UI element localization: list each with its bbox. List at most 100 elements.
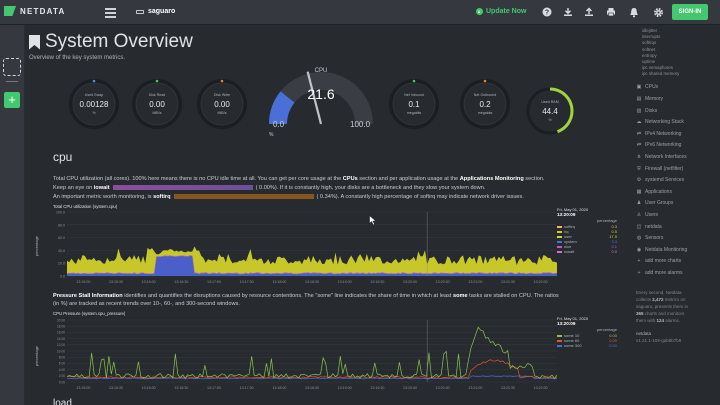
server-icon xyxy=(136,9,144,14)
legend-row[interactable]: iowait 0.0 xyxy=(557,249,617,254)
sidebar-item[interactable]: ⇄ IPv6 Networking xyxy=(636,140,720,152)
legend-value: 3.3 xyxy=(611,239,617,244)
sidebar-item[interactable]: ♟ User Groups xyxy=(636,198,720,210)
users-icon: ♙ xyxy=(636,211,642,218)
cpu-gauge-value: 21.6 xyxy=(307,86,335,102)
sidebar-subitem[interactable]: softnet xyxy=(642,46,656,52)
help-icon[interactable]: ? xyxy=(541,6,553,18)
legend-name: nice xyxy=(564,244,572,249)
sidebar-subitem[interactable]: uptime xyxy=(642,59,656,65)
sidebar-subitem[interactable]: entropy xyxy=(642,52,657,58)
cpu-gauge-max: 100.0 xyxy=(350,120,371,129)
legend-date: Fri, May 01, 2020 xyxy=(557,207,589,212)
add-space-button[interactable]: + xyxy=(4,92,20,108)
netdata-logo[interactable]: NETDATA xyxy=(4,6,65,16)
legend-row[interactable]: softirq 0.3 xyxy=(557,224,617,229)
sidebar-subitem[interactable]: interrupts xyxy=(642,34,661,40)
sidebar-subitem[interactable]: softirqs xyxy=(642,40,657,46)
bell-icon[interactable] xyxy=(628,6,640,18)
sign-in-button[interactable]: SIGN-IN xyxy=(672,4,708,20)
legend-row[interactable]: some 10 0.00 xyxy=(557,333,617,338)
legend-row[interactable]: some 300 0.00 xyxy=(557,343,617,348)
ram-gauge-arc xyxy=(526,87,574,135)
top-bar: NETDATA saguaro Update Now ? SIGN-IN xyxy=(0,0,720,25)
pressure-chart-legend: Fri, May 01, 2020 13:20:09 percentage so… xyxy=(557,316,617,348)
download-icon[interactable] xyxy=(562,6,574,18)
sidebar-item[interactable]: ⚙ systemd Services xyxy=(636,174,720,186)
gauge-indicator xyxy=(92,79,96,83)
user-groups-icon: ♟ xyxy=(636,200,642,207)
sidebar-item[interactable]: ◫ netdata xyxy=(636,221,720,233)
gauge-disk-read[interactable]: Disk Read 0.00 MiB/s xyxy=(131,78,183,130)
update-now-button[interactable]: Update Now xyxy=(476,8,526,15)
cpu-gauge[interactable]: CPU 21.6 0.0 100.0 % xyxy=(264,66,378,140)
gauge-disk-write[interactable]: Disk Write 0.00 MiB/s xyxy=(196,78,248,130)
sidebar-item[interactable]: ▤ Memory xyxy=(636,93,720,105)
legend-row[interactable]: nice 0.1 xyxy=(557,244,617,249)
y-tick-label: 4.00 xyxy=(59,368,65,372)
cpu-gauge-fill xyxy=(269,91,295,124)
legend-date: Fri, May 01, 2020 xyxy=(557,316,589,321)
x-tick-label: 13:18:30 xyxy=(305,280,319,284)
sidebar-subitem[interactable]: idlejitter xyxy=(642,28,658,33)
applications-monitoring-link[interactable]: Applications Monitoring xyxy=(459,176,524,182)
gauge-used-ram[interactable]: Used RAM 44.4 % xyxy=(524,85,576,137)
gauge-unit: MiB/s xyxy=(217,111,227,115)
menu-icon[interactable] xyxy=(105,6,116,18)
sidebar-item-label: User Groups xyxy=(645,200,674,207)
legend-value: 0.00 xyxy=(609,343,617,348)
sidebar-item[interactable]: ⋔ Network Interfaces xyxy=(636,151,720,163)
left-rail: + xyxy=(0,25,25,405)
update-icon xyxy=(476,8,483,15)
cpu-chart-ylabel: percentage xyxy=(34,235,39,256)
pressure-chart[interactable]: 20.00 18.00 16.00 14.00 12.00 10.00 8.00 6.00 4.… xyxy=(53,318,557,394)
print-icon[interactable] xyxy=(605,6,617,18)
sidebar-item[interactable]: + add more charts xyxy=(636,256,720,268)
sidebar-item[interactable]: ▥ Disks xyxy=(636,105,720,117)
upload-icon[interactable] xyxy=(583,6,595,18)
gauge-net-inbound[interactable]: Net Inbound 0.1 megabits xyxy=(388,78,440,130)
sidebar-item[interactable]: ⇄ IPv4 Networking xyxy=(636,128,720,140)
sidebar-item[interactable]: ▦ Applications xyxy=(636,186,720,198)
cpu-chart-title: Total CPU utilization (system.cpu) xyxy=(53,204,118,209)
cpus-link[interactable]: CPUs xyxy=(342,176,358,182)
sidebar-item-label: Networking Stack xyxy=(645,119,684,126)
x-tick-label: 13:19:00 xyxy=(338,280,352,284)
gauge-net-outbound[interactable]: Net Outbound 0.2 megabits xyxy=(459,78,511,130)
gauge-used-swap[interactable]: Used Swap 0.00128 % xyxy=(68,78,120,130)
sidebar-item[interactable]: + add more alarms xyxy=(636,267,720,279)
gear-icon[interactable] xyxy=(652,6,664,18)
sidebar-subitem[interactable]: ipc shared memory xyxy=(642,71,680,77)
psi-link[interactable]: Pressure Stall Information xyxy=(53,293,123,299)
x-tick-label: 13:20:00 xyxy=(403,386,417,390)
gauge-unit: % xyxy=(548,118,552,122)
x-tick-label: 13:21:00 xyxy=(468,386,482,390)
legend-row[interactable]: user 17.5 xyxy=(557,234,617,239)
mouse-cursor-icon xyxy=(369,215,377,226)
sidebar-item[interactable]: ▣ CPUs xyxy=(636,82,720,94)
x-tick-label: 13:21:00 xyxy=(468,280,482,284)
legend-row[interactable]: some 60 0.00 xyxy=(557,338,617,343)
gauge-label: Net Outbound xyxy=(473,93,497,97)
sidebar-footer: Every second, Netdata collects 2,472 met… xyxy=(636,289,720,344)
sidebar-subitem[interactable]: ipc semaphores xyxy=(642,65,673,71)
sidebar-item[interactable]: ♙ Users xyxy=(636,209,720,221)
cpu-gauge-dial xyxy=(269,71,373,125)
cpu-chart[interactable]: 100.0 80.0 60.0 40.0 20.0 0.0 13:15:00 13:15:30… xyxy=(53,210,557,288)
sidebar-item[interactable]: ⛨ Firewall (netfilter) xyxy=(636,163,720,175)
plus-icon: + xyxy=(637,258,641,265)
sidebar-item[interactable]: ◍ Sensors xyxy=(636,232,720,244)
sidebar-item[interactable]: ◉ Netdata Monitoring xyxy=(636,244,720,256)
sidebar-item[interactable]: ☁ Networking Stack xyxy=(636,116,720,128)
legend-name: user xyxy=(564,234,572,239)
x-tick-label: 13:15:30 xyxy=(109,386,123,390)
server-selector[interactable]: saguaro xyxy=(136,8,175,15)
cloud-icon: ☁ xyxy=(636,119,642,126)
legend-row[interactable]: irq 0.5 xyxy=(557,229,617,234)
applications-icon: ▦ xyxy=(636,188,642,195)
legend-name: some 300 xyxy=(564,343,582,348)
sidebar-item-label: CPUs xyxy=(645,84,659,91)
brand-name: NETDATA xyxy=(20,6,66,16)
space-selector[interactable] xyxy=(3,58,21,76)
legend-row[interactable]: system 3.3 xyxy=(557,239,617,244)
